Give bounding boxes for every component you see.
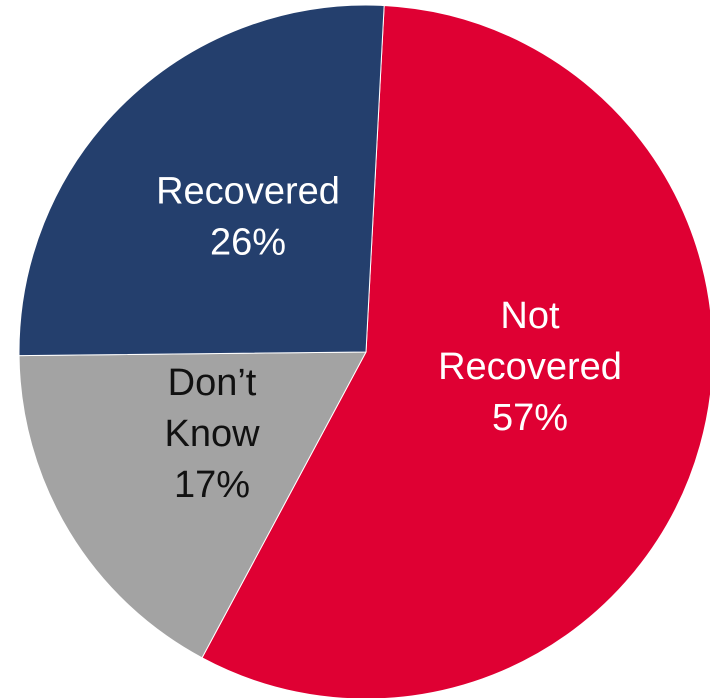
slice-label-don-t-know: Don’t Know 17%	[164, 362, 260, 506]
slice-recovered	[18, 4, 385, 357]
pie-slices	[18, 4, 710, 698]
slice-label-not-recovered: Not Recovered 57%	[438, 295, 622, 439]
slice-label-recovered: Recovered 26%	[156, 171, 340, 264]
pie-labels: Not Recovered 57% Don’t Know 17% Recovered 26%	[156, 171, 622, 507]
slice-not-recovered	[201, 4, 710, 698]
slice-don-t-know	[18, 351, 367, 659]
